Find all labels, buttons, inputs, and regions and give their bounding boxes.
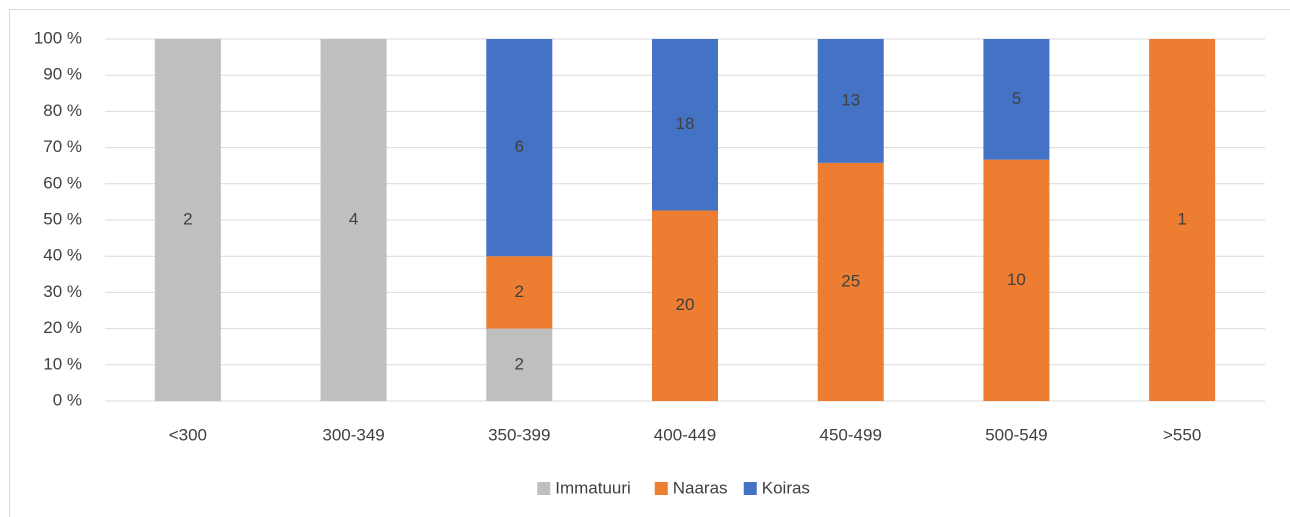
x-tick-label: 400-449 — [654, 425, 716, 444]
data-label: 2 — [515, 354, 524, 373]
bar-segment — [652, 39, 718, 211]
y-tick-label: 60 % — [43, 173, 82, 192]
legend-label: Koiras — [762, 478, 810, 497]
x-tick-label: 450-499 — [820, 425, 882, 444]
y-tick-label: 90 % — [43, 65, 82, 84]
bar-segment — [817, 162, 884, 401]
legend-label: Naaras — [673, 478, 728, 497]
y-tick-label: 20 % — [43, 318, 82, 337]
data-label: 13 — [841, 90, 860, 109]
bar-segment — [486, 39, 553, 257]
y-tick-label: 10 % — [43, 354, 82, 373]
y-tick-label: 50 % — [43, 209, 82, 228]
x-tick-label: >550 — [1163, 425, 1201, 444]
bar-segment — [652, 210, 718, 401]
bar-segment — [486, 328, 553, 401]
chart-border — [9, 9, 1290, 517]
x-tick-label: 300-349 — [322, 425, 384, 444]
legend-swatch — [743, 482, 757, 495]
data-label: 20 — [676, 295, 695, 314]
bar-segment — [983, 159, 1050, 401]
bar-segment — [817, 39, 884, 163]
bar-segment — [320, 39, 387, 401]
data-label: 18 — [676, 114, 695, 133]
bar-segment — [486, 256, 553, 329]
legend-swatch — [537, 482, 551, 495]
data-label: 6 — [515, 137, 524, 156]
bar-segment — [983, 39, 1050, 160]
bar-segment — [154, 39, 221, 401]
y-tick-label: 0 % — [53, 390, 82, 409]
data-label: 2 — [183, 209, 192, 228]
x-tick-label: <300 — [169, 425, 207, 444]
data-label: 25 — [841, 271, 860, 290]
x-tick-label: 500-549 — [985, 425, 1047, 444]
legend-label: Immatuuri — [555, 478, 631, 497]
data-label: 4 — [349, 209, 358, 228]
y-tick-label: 30 % — [43, 282, 82, 301]
bar-segment — [1149, 39, 1216, 401]
y-tick-label: 40 % — [43, 246, 82, 265]
y-tick-label: 80 % — [43, 101, 82, 120]
y-tick-label: 100 % — [34, 28, 82, 47]
x-tick-label: 350-399 — [488, 425, 550, 444]
data-label: 1 — [1177, 209, 1186, 228]
data-label: 5 — [1012, 89, 1021, 108]
data-label: 2 — [515, 282, 524, 301]
data-label: 10 — [1007, 270, 1026, 289]
y-tick-label: 70 % — [43, 137, 82, 156]
legend-swatch — [654, 482, 668, 495]
